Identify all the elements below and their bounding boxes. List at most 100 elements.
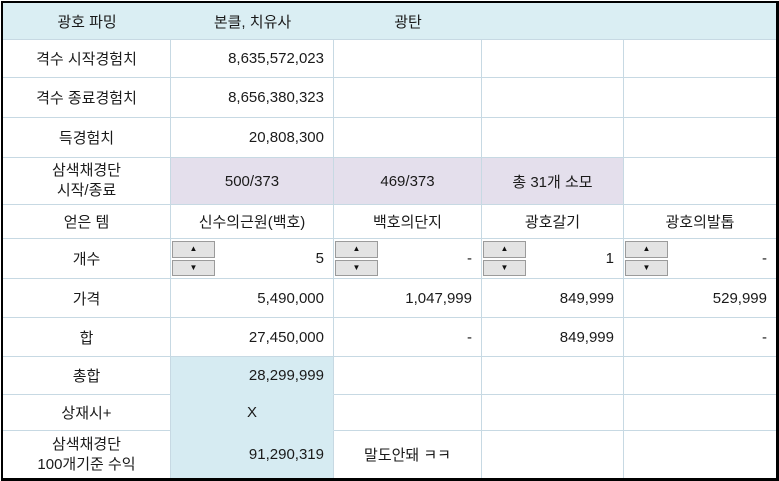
empty-cell[interactable]: [624, 158, 776, 205]
count-4-stepper[interactable]: ▲ ▼: [625, 241, 668, 276]
empty-cell[interactable]: [624, 395, 776, 431]
empty-cell[interactable]: [482, 118, 624, 158]
count-2-spin-up-button[interactable]: ▲: [335, 241, 378, 258]
header-mode-text: 광탄: [394, 13, 422, 31]
count-2-stepper[interactable]: ▲ ▼: [335, 241, 378, 276]
count-4-value: -: [762, 250, 767, 267]
empty-cell[interactable]: [624, 78, 776, 118]
count-3-value: 1: [605, 250, 614, 267]
start-exp-value-cell[interactable]: 8,635,572,023: [171, 40, 334, 78]
gained-exp-label: 득경험치: [58, 130, 115, 147]
prices-label: 가격: [72, 290, 101, 308]
empty-cell[interactable]: [334, 78, 482, 118]
empty-cell[interactable]: [334, 395, 482, 431]
end-exp-label-cell[interactable]: 격수 종료경험치: [3, 78, 171, 118]
sum-3-value: 849,999: [559, 328, 614, 346]
price-1-cell[interactable]: 5,490,000: [171, 279, 334, 318]
empty-cell[interactable]: [482, 395, 624, 431]
sangjae-value-cell[interactable]: X: [171, 395, 334, 431]
empty-cell[interactable]: [624, 357, 776, 395]
sum-4-cell[interactable]: -: [624, 318, 776, 357]
empty-cell[interactable]: [482, 431, 624, 478]
count-2-spin-down-button[interactable]: ▼: [335, 259, 378, 276]
empty-cell[interactable]: [482, 357, 624, 395]
end-exp-value-cell[interactable]: 8,656,380,323: [171, 78, 334, 118]
count-3-spin-down-button[interactable]: ▼: [483, 259, 526, 276]
count-3-cell[interactable]: ▲ ▼ 1: [482, 239, 624, 279]
counts-label: 개수: [72, 251, 101, 268]
empty-cell[interactable]: [482, 78, 624, 118]
arrow-up-icon: ▲: [642, 244, 651, 254]
counts-label-cell[interactable]: 개수: [3, 239, 171, 279]
sum-1-cell[interactable]: 27,450,000: [171, 318, 334, 357]
count-4-spin-up-button[interactable]: ▲: [625, 241, 668, 258]
sangjae-value: X: [246, 404, 257, 421]
count-1-value: 5: [315, 250, 324, 267]
items-label: 얻은 템: [63, 214, 110, 231]
total-label-cell[interactable]: 총합: [3, 357, 171, 395]
gained-exp-value-cell[interactable]: 20,808,300: [171, 118, 334, 158]
empty-cell[interactable]: [482, 40, 624, 78]
price-2-cell[interactable]: 1,047,999: [334, 279, 482, 318]
sum-3-cell[interactable]: 849,999: [482, 318, 624, 357]
empty-cell[interactable]: [334, 118, 482, 158]
dango-consumed-cell[interactable]: 총 31개 소모: [482, 158, 624, 205]
dango-end-cell[interactable]: 469/373: [334, 158, 482, 205]
empty-cell[interactable]: [334, 40, 482, 78]
gained-exp-value: 20,808,300: [248, 129, 324, 146]
total-label: 총합: [72, 368, 101, 385]
price-4-cell[interactable]: 529,999: [624, 279, 776, 318]
end-exp-label: 격수 종료경험치: [36, 90, 137, 107]
profit-comment: 말도안돼 ㅋㅋ: [364, 447, 451, 464]
profit-comment-cell[interactable]: 말도안돼 ㅋㅋ: [334, 431, 482, 478]
count-1-spin-down-button[interactable]: ▼: [172, 259, 215, 276]
empty-cell[interactable]: [624, 40, 776, 78]
header-cell-party[interactable]: 본클, 치유사: [171, 3, 334, 40]
item-4-cell[interactable]: 광호의발톱: [624, 205, 776, 239]
header-cell-empty-2[interactable]: [624, 3, 776, 40]
profit-label-cell[interactable]: 삼색채경단 100개기준 수익: [3, 431, 171, 478]
price-2-value: 1,047,999: [405, 289, 472, 307]
item-1-name: 신수의근원(백호): [198, 214, 306, 231]
count-1-cell[interactable]: ▲ ▼ 5: [171, 239, 334, 279]
header-title-text: 광호 파밍: [57, 13, 117, 31]
count-3-spin-up-button[interactable]: ▲: [483, 241, 526, 258]
start-exp-label-cell[interactable]: 격수 시작경험치: [3, 40, 171, 78]
arrow-up-icon: ▲: [500, 244, 509, 254]
count-4-cell[interactable]: ▲ ▼ -: [624, 239, 776, 279]
price-3-cell[interactable]: 849,999: [482, 279, 624, 318]
empty-cell[interactable]: [624, 431, 776, 478]
sums-label-cell[interactable]: 합: [3, 318, 171, 357]
items-label-cell[interactable]: 얻은 템: [3, 205, 171, 239]
sum-2-cell[interactable]: -: [334, 318, 482, 357]
sangjae-label-cell[interactable]: 상재시+: [3, 395, 171, 431]
header-cell-empty-1[interactable]: [482, 3, 624, 40]
total-value-cell[interactable]: 28,299,999: [171, 357, 334, 395]
empty-cell[interactable]: [624, 118, 776, 158]
count-3-stepper[interactable]: ▲ ▼: [483, 241, 526, 276]
profit-value-cell[interactable]: 91,290,319: [171, 431, 334, 478]
header-cell-title[interactable]: 광호 파밍: [3, 3, 171, 40]
item-1-cell[interactable]: 신수의근원(백호): [171, 205, 334, 239]
start-exp-label: 격수 시작경험치: [36, 51, 137, 68]
dango-label-cell[interactable]: 삼색채경단 시작/종료: [3, 158, 171, 205]
count-2-value: -: [467, 250, 472, 267]
item-2-cell[interactable]: 백호의단지: [334, 205, 482, 239]
price-1-value: 5,490,000: [257, 289, 324, 307]
prices-label-cell[interactable]: 가격: [3, 279, 171, 318]
count-1-spin-up-button[interactable]: ▲: [172, 241, 215, 258]
total-value: 28,299,999: [248, 367, 324, 384]
arrow-up-icon: ▲: [352, 244, 361, 254]
empty-cell[interactable]: [334, 357, 482, 395]
count-4-spin-down-button[interactable]: ▼: [625, 259, 668, 276]
count-1-stepper[interactable]: ▲ ▼: [172, 241, 215, 276]
header-cell-mode[interactable]: 광탄: [334, 3, 482, 40]
price-3-value: 849,999: [559, 289, 614, 307]
count-2-cell[interactable]: ▲ ▼ -: [334, 239, 482, 279]
gained-exp-label-cell[interactable]: 득경험치: [3, 118, 171, 158]
profit-value: 91,290,319: [248, 446, 324, 463]
sum-2-value: -: [467, 328, 472, 346]
item-3-cell[interactable]: 광호갈기: [482, 205, 624, 239]
dango-start-cell[interactable]: 500/373: [171, 158, 334, 205]
